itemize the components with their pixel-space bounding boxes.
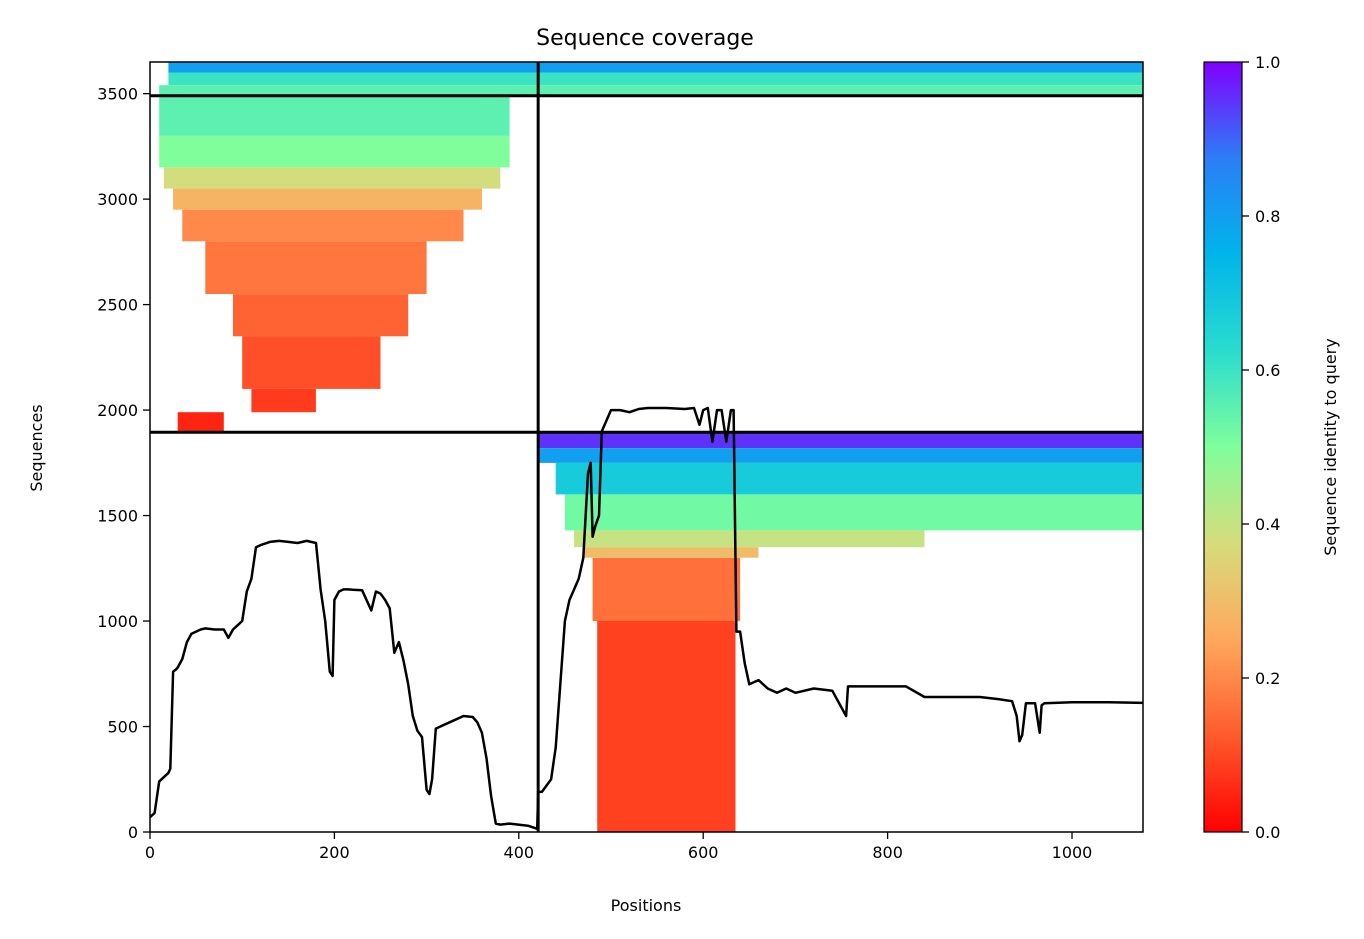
x-tick-label: 800 — [872, 843, 903, 862]
coverage-block — [233, 294, 409, 337]
coverage-block — [168, 62, 1143, 73]
coverage-block — [177, 412, 224, 433]
y-tick-label: 1000 — [97, 612, 138, 631]
coverage-block — [583, 547, 759, 558]
y-tick-label: 3000 — [97, 190, 138, 209]
coverage-block — [159, 85, 1143, 96]
coverage-block — [173, 188, 482, 210]
colorbar-tick-label: 1.0 — [1255, 53, 1280, 72]
x-tick-label: 600 — [688, 843, 719, 862]
coverage-block — [163, 167, 501, 189]
colorbar-tick-label: 0.0 — [1255, 823, 1280, 842]
coverage-block — [555, 462, 1143, 495]
coverage-block — [182, 209, 464, 242]
coverage-line — [150, 406, 1143, 831]
y-tick-label: 500 — [107, 718, 138, 737]
coverage-block — [538, 432, 1143, 448]
coverage-block — [251, 389, 316, 413]
y-tick-label: 1500 — [97, 507, 138, 526]
coverage-block — [159, 95, 510, 136]
colorbar-tick-label: 0.6 — [1255, 361, 1280, 380]
colorbar-tick-label: 0.8 — [1255, 207, 1280, 226]
coverage-block — [159, 135, 510, 168]
x-tick-label: 0 — [145, 843, 155, 862]
coverage-block — [597, 621, 736, 832]
y-axis-label: Sequences — [27, 404, 46, 491]
y-tick-label: 0 — [128, 823, 138, 842]
colorbar-tick-label: 0.2 — [1255, 669, 1280, 688]
y-tick-label: 3500 — [97, 85, 138, 104]
x-axis-label: Positions — [611, 896, 682, 915]
coverage-block — [564, 494, 1143, 531]
x-tick-label: 200 — [319, 843, 350, 862]
x-tick-label: 1000 — [1052, 843, 1093, 862]
coverage-block — [205, 241, 427, 294]
coverage-block — [592, 557, 741, 622]
coverage-block — [574, 530, 925, 548]
x-tick-label: 400 — [504, 843, 535, 862]
colorbar — [1203, 61, 1243, 833]
coverage-block — [242, 336, 381, 389]
coverage-block — [168, 72, 1143, 86]
plot-frame — [149, 61, 1144, 833]
coverage-block — [538, 448, 1143, 463]
chart-title: Sequence coverage — [536, 26, 754, 51]
colorbar-label: Sequence identity to query — [1321, 338, 1340, 555]
y-tick-label: 2500 — [97, 296, 138, 315]
y-tick-label: 2000 — [97, 401, 138, 420]
colorbar-tick-label: 0.4 — [1255, 515, 1280, 534]
